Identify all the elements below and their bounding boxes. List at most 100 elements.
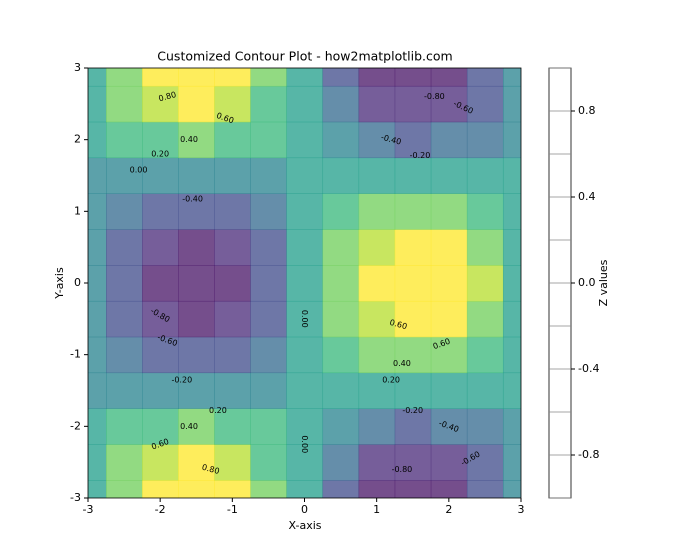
contour-cell xyxy=(358,121,396,159)
x-tick-label: 1 xyxy=(373,503,380,516)
contour-cell xyxy=(358,372,396,409)
contour-cell xyxy=(88,229,107,266)
contour-cell xyxy=(250,121,287,159)
contour-cell xyxy=(502,408,521,445)
y-tick-label: -1 xyxy=(70,348,81,361)
x-axis-label: X-axis xyxy=(289,519,322,532)
contour-cell xyxy=(178,121,215,159)
contour-cell xyxy=(466,300,504,338)
contour-cell xyxy=(250,68,287,87)
contour-cell xyxy=(322,300,360,338)
contour-cell xyxy=(322,336,360,374)
contour-cell xyxy=(106,408,143,445)
y-tick-label: 3 xyxy=(74,61,81,74)
contour-cell xyxy=(430,372,468,409)
contour-cell xyxy=(88,193,107,230)
contour-cell xyxy=(178,444,215,481)
contour-cell xyxy=(286,265,324,302)
contour-cell xyxy=(394,372,432,409)
contour-cell xyxy=(286,372,324,409)
contour-cell xyxy=(502,300,521,338)
contour-cell xyxy=(502,157,521,194)
contour-cell xyxy=(322,85,360,123)
contour-cell xyxy=(394,229,432,266)
contour-cell xyxy=(106,444,143,481)
contour-label: 0.80 xyxy=(201,463,221,476)
contour-cell xyxy=(430,193,468,230)
contour-cell xyxy=(142,336,179,374)
contour-cell xyxy=(142,229,179,266)
contour-cell xyxy=(88,85,107,123)
colorbar-tick-label: -0.8 xyxy=(578,448,599,461)
contour-cell xyxy=(214,444,251,481)
contour-cell xyxy=(106,300,143,338)
contour-cell xyxy=(430,68,468,87)
contour-cell xyxy=(178,408,215,445)
contour-cell xyxy=(394,157,432,194)
contour-cell xyxy=(322,444,360,481)
contour-cell xyxy=(142,408,179,445)
contour-cell xyxy=(250,157,287,194)
contour-cell xyxy=(322,121,360,159)
contour-cell xyxy=(502,480,521,498)
contour-cell xyxy=(430,444,468,481)
contour-cell xyxy=(142,265,179,302)
contour-cell xyxy=(394,336,432,374)
contour-cell xyxy=(214,408,251,445)
contour-cell xyxy=(358,157,396,194)
contour-cell xyxy=(106,121,143,159)
contour-cell xyxy=(214,300,251,338)
contour-cell xyxy=(214,229,251,266)
y-tick-label: -2 xyxy=(70,419,81,432)
contour-cell xyxy=(88,444,107,481)
contour-cell xyxy=(214,157,251,194)
contour-cell xyxy=(286,121,324,159)
contour-cell xyxy=(178,68,215,87)
contour-cell xyxy=(358,193,396,230)
contour-cell xyxy=(466,480,504,498)
contour-cell xyxy=(106,265,143,302)
contour-label: -0.20 xyxy=(171,375,192,384)
x-tick-label: -3 xyxy=(83,503,94,516)
contour-label: 0.40 xyxy=(393,359,411,368)
x-tick-label: -2 xyxy=(155,503,166,516)
contour-label: 0.40 xyxy=(180,422,198,431)
contour-label: 0.60 xyxy=(389,318,409,331)
contour-cell xyxy=(430,229,468,266)
contour-cell xyxy=(430,157,468,194)
contour-cell xyxy=(142,193,179,230)
contour-cell xyxy=(214,68,251,87)
contour-cell xyxy=(178,372,215,409)
contour-cell xyxy=(466,68,504,87)
contour-cell xyxy=(106,157,143,194)
contour-cell xyxy=(502,68,521,87)
contour-cell xyxy=(214,121,251,159)
contour-cell xyxy=(322,480,360,498)
contour-cell xyxy=(178,265,215,302)
contour-cell xyxy=(466,265,504,302)
contour-cell xyxy=(466,408,504,445)
contour-cell xyxy=(394,300,432,338)
contour-cell xyxy=(394,121,432,159)
contour-cell xyxy=(106,480,143,498)
contour-cell xyxy=(178,85,215,123)
contour-cell xyxy=(430,336,468,374)
contour-cell xyxy=(286,300,324,338)
y-tick-label: 0 xyxy=(74,276,81,289)
contour-cell xyxy=(358,444,396,481)
contour-cell xyxy=(250,336,287,374)
contour-cell xyxy=(88,300,107,338)
contour-cell xyxy=(214,85,251,123)
contour-cell xyxy=(106,336,143,374)
contour-cell xyxy=(88,408,107,445)
contour-label: -0.20 xyxy=(410,151,431,160)
y-tick-label: -3 xyxy=(70,491,81,504)
colorbar-tick-label: 0.0 xyxy=(578,276,596,289)
contour-cell xyxy=(142,121,179,159)
colorbar-tick-label: -0.4 xyxy=(578,362,599,375)
contour-cell xyxy=(322,68,360,87)
contour-cell xyxy=(88,372,107,409)
contour-cell xyxy=(466,85,504,123)
contour-cell xyxy=(250,372,287,409)
contour-label: 0.20 xyxy=(151,150,169,159)
